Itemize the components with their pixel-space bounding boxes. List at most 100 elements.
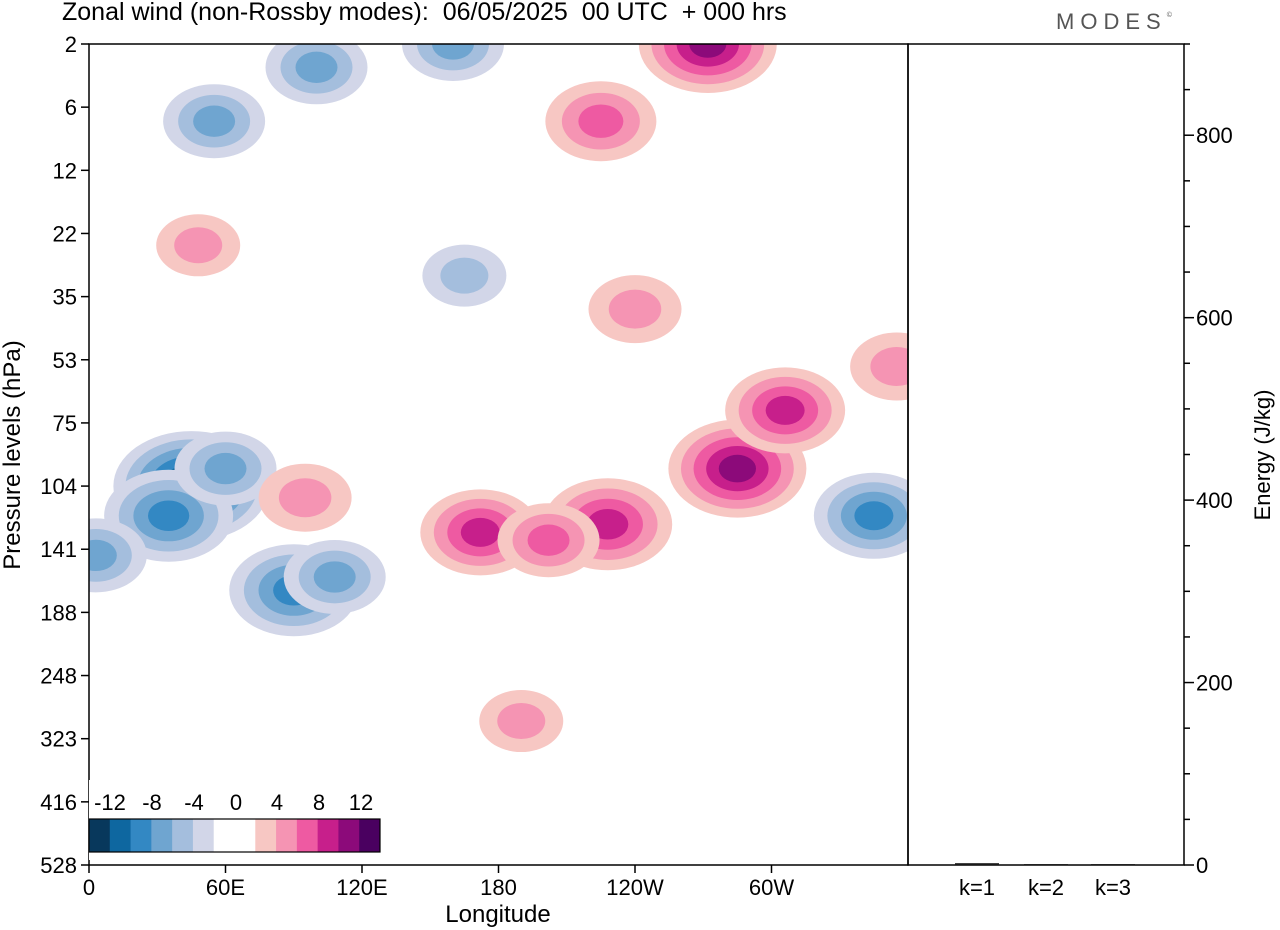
chart-title: Zonal wind (non-Rossby modes): 06/05/202… — [62, 0, 787, 26]
contour-level — [718, 454, 756, 483]
colorbar-legend: -12 -8 -4 0 4 8 12 — [88, 780, 384, 860]
energy-bar — [955, 863, 999, 865]
contour-cell — [545, 81, 657, 162]
colorbar-swatch — [89, 819, 111, 852]
x-axis: 0 60E 120E 180 120W 60W — [83, 865, 794, 900]
contour-level — [460, 517, 500, 547]
y-tick-label: 104 — [40, 474, 77, 499]
y-tick-label: 323 — [40, 727, 77, 752]
energy-bar — [1091, 864, 1135, 866]
contour-level — [148, 500, 190, 532]
contour-cell — [420, 489, 541, 576]
colorbar-label: 0 — [230, 790, 242, 815]
energy-axis-label: Energy (J/kg) — [1250, 390, 1275, 521]
contour-cell — [497, 503, 600, 578]
colorbar-swatch — [109, 819, 132, 852]
contour-cell — [89, 518, 147, 593]
contour-level — [497, 703, 546, 740]
contour-level — [608, 289, 662, 329]
x-tick-label: 60E — [206, 875, 245, 900]
contour-level — [193, 105, 236, 137]
contour-cell — [638, 44, 777, 93]
contour-level — [313, 561, 356, 593]
contour-cell — [422, 244, 507, 307]
contour-cell — [156, 214, 241, 277]
colorbar-swatch — [172, 819, 194, 852]
colorbar-label: 4 — [271, 790, 283, 815]
colorbar-swatch — [213, 819, 235, 852]
contour-level — [295, 51, 338, 83]
energy-category-label: k=1 — [959, 875, 995, 900]
contour-cell — [283, 539, 386, 614]
y-tick-label: 188 — [40, 600, 77, 625]
x-tick-label: 120W — [606, 875, 664, 900]
contour-level — [204, 452, 247, 485]
y-axis: 2 6 12 22 35 53 75 104 141 188 248 323 416 528 — [40, 32, 89, 878]
colorbar-swatch — [338, 819, 360, 852]
y-tick-label: 416 — [40, 790, 77, 815]
contour-level — [174, 227, 223, 264]
contour-level — [440, 257, 489, 294]
colorbar-swatch — [234, 819, 256, 852]
y-tick-label: 22 — [53, 221, 77, 246]
x-tick-label: 60W — [749, 875, 794, 900]
contour-cell — [813, 472, 908, 559]
y-tick-label: 528 — [40, 853, 77, 878]
contour-level — [578, 104, 624, 138]
x-tick-label: 0 — [83, 875, 95, 900]
contour-level — [765, 395, 805, 425]
colorbar-label: -4 — [184, 790, 204, 815]
colorbar-label: 12 — [349, 790, 373, 815]
contour-cell — [163, 84, 266, 159]
colorbar-swatch — [276, 819, 298, 852]
colorbar-swatch — [192, 819, 215, 852]
y-tick-label: 6 — [65, 95, 77, 120]
energy-tick-label: 800 — [1196, 123, 1233, 148]
colorbar-label: -8 — [142, 790, 162, 815]
colorbar-swatch — [151, 819, 173, 852]
contour-level — [89, 539, 117, 572]
contour-level — [689, 44, 727, 58]
contour-field — [89, 44, 908, 753]
contour-cell — [850, 332, 908, 401]
x-axis-label: Longitude — [445, 901, 550, 928]
contour-cell — [588, 275, 682, 344]
y-tick-label: 12 — [53, 158, 77, 183]
energy-axis: 0 200 400 600 800 — [1184, 43, 1233, 878]
contour-cell — [265, 44, 368, 105]
y-tick-label: 248 — [40, 664, 77, 689]
contour-level — [854, 501, 894, 531]
colorbar-swatch — [296, 819, 319, 852]
contour-cell — [258, 463, 352, 532]
contour-cell — [174, 431, 277, 506]
y-tick-label: 141 — [40, 537, 77, 562]
energy-category-label: k=3 — [1095, 875, 1131, 900]
colorbar-swatch — [359, 819, 381, 852]
energy-tick-label: 200 — [1196, 671, 1233, 696]
energy-bar — [1024, 864, 1068, 866]
energy-tick-label: 400 — [1196, 488, 1233, 513]
energy-bars: k=1 k=2 k=3 — [955, 863, 1135, 900]
colorbar-swatch — [130, 819, 152, 852]
x-tick-label: 120E — [336, 875, 387, 900]
contour-cell — [479, 690, 564, 753]
colorbar-frame — [88, 818, 381, 853]
y-tick-label: 35 — [53, 285, 77, 310]
energy-tick-label: 600 — [1196, 306, 1233, 331]
contour-level — [278, 478, 332, 518]
modes-logo: MODES© — [1056, 9, 1172, 34]
energy-category-label: k=2 — [1028, 875, 1064, 900]
energy-tick-label: 0 — [1196, 853, 1208, 878]
contour-cell — [725, 367, 846, 454]
contour-cell — [402, 44, 504, 81]
energy-plot-frame — [907, 43, 1185, 866]
contour-level — [870, 347, 908, 387]
colorbar-swatch — [317, 819, 339, 852]
contour-level — [527, 524, 570, 556]
x-tick-label: 180 — [480, 875, 517, 900]
colorbar-label: -12 — [94, 790, 126, 815]
colorbar-label: 8 — [313, 790, 325, 815]
y-tick-label: 2 — [65, 32, 77, 57]
contour-level — [432, 44, 474, 60]
